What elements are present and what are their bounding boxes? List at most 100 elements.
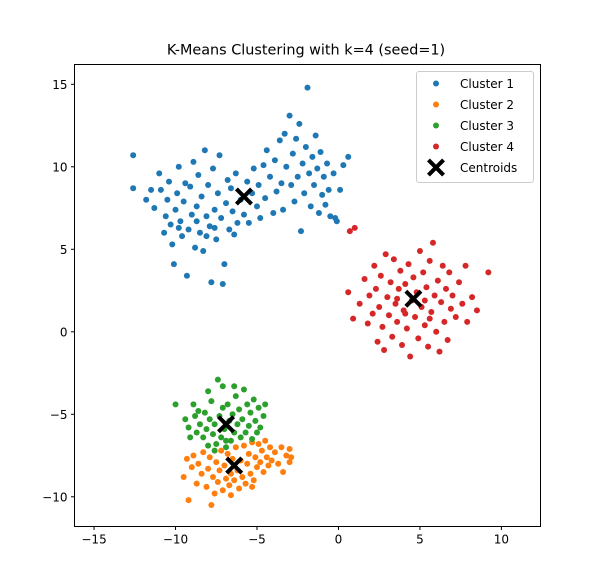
data-point xyxy=(182,416,189,423)
centroids xyxy=(217,187,423,475)
data-point xyxy=(185,497,192,504)
data-point xyxy=(394,295,401,302)
y-tick-label: −10 xyxy=(42,490,67,504)
data-point xyxy=(324,160,331,167)
data-point xyxy=(456,279,463,286)
data-point xyxy=(143,196,150,203)
data-point xyxy=(234,219,241,226)
data-point xyxy=(203,426,210,433)
legend-label: Cluster 3 xyxy=(460,119,514,133)
data-point xyxy=(226,482,233,489)
data-point xyxy=(394,318,401,325)
legend-label: Centroids xyxy=(460,161,517,175)
data-point xyxy=(218,214,225,221)
data-point xyxy=(239,416,246,423)
data-point xyxy=(275,460,282,467)
data-point xyxy=(416,247,423,254)
data-point xyxy=(198,470,205,477)
data-point xyxy=(157,186,164,193)
data-point xyxy=(205,465,212,472)
data-point xyxy=(206,454,213,461)
data-point xyxy=(179,233,186,240)
legend-label: Cluster 4 xyxy=(460,140,514,154)
data-point xyxy=(289,150,296,157)
data-point xyxy=(232,170,239,177)
data-point xyxy=(245,219,252,226)
data-point xyxy=(402,280,409,287)
data-point xyxy=(485,269,492,276)
data-point xyxy=(211,224,218,231)
data-point xyxy=(190,158,197,165)
data-point xyxy=(255,441,262,447)
data-point xyxy=(205,388,212,395)
legend-label: Cluster 1 xyxy=(460,77,514,91)
data-point xyxy=(402,310,409,317)
data-point xyxy=(387,279,394,286)
data-point xyxy=(224,450,231,457)
data-point xyxy=(421,322,428,329)
data-point xyxy=(229,411,236,418)
data-point xyxy=(260,412,267,419)
data-point xyxy=(434,277,441,284)
data-point xyxy=(224,401,231,408)
data-point xyxy=(263,454,270,461)
data-point xyxy=(250,396,257,403)
data-point xyxy=(167,221,174,228)
data-point xyxy=(156,170,163,177)
data-point xyxy=(219,404,226,411)
data-point xyxy=(236,485,243,492)
data-point xyxy=(210,431,216,438)
data-point xyxy=(278,180,285,187)
data-point xyxy=(232,393,239,400)
data-point xyxy=(224,177,231,183)
data-point xyxy=(200,434,207,441)
data-point xyxy=(208,502,215,509)
data-point xyxy=(420,269,427,276)
data-point xyxy=(412,313,419,320)
data-point xyxy=(219,487,226,494)
data-point xyxy=(206,416,213,423)
data-point xyxy=(240,386,247,393)
series-4 xyxy=(345,224,492,360)
data-point xyxy=(381,346,388,353)
legend-marker xyxy=(433,143,439,150)
data-point xyxy=(431,292,438,299)
data-point xyxy=(301,190,308,197)
data-point xyxy=(262,401,269,408)
data-point xyxy=(429,239,436,246)
data-point xyxy=(244,178,251,185)
data-point xyxy=(444,337,451,344)
data-point xyxy=(247,409,254,416)
data-point xyxy=(255,181,262,188)
data-point xyxy=(320,173,327,180)
data-point xyxy=(172,206,179,213)
data-point xyxy=(299,160,306,167)
data-point xyxy=(350,315,357,322)
data-point xyxy=(192,412,199,419)
data-point xyxy=(161,229,168,236)
data-point xyxy=(403,325,410,332)
data-point xyxy=(183,272,190,279)
data-point xyxy=(244,460,251,467)
data-point xyxy=(231,231,238,238)
data-point xyxy=(148,186,155,193)
data-point xyxy=(249,436,256,443)
data-point xyxy=(291,198,298,205)
data-point xyxy=(270,210,277,216)
data-point xyxy=(151,205,158,212)
data-point xyxy=(315,210,322,216)
data-point xyxy=(170,261,177,268)
data-point xyxy=(395,285,402,292)
data-point xyxy=(213,459,220,466)
data-point xyxy=(385,312,392,319)
data-point xyxy=(252,454,259,461)
data-point xyxy=(271,157,278,164)
data-point xyxy=(190,401,197,408)
data-point xyxy=(200,247,207,254)
data-point xyxy=(219,280,226,287)
data-point xyxy=(237,434,244,441)
data-point xyxy=(473,307,480,314)
data-point xyxy=(446,269,453,276)
data-point xyxy=(302,144,309,150)
data-point xyxy=(188,464,195,471)
